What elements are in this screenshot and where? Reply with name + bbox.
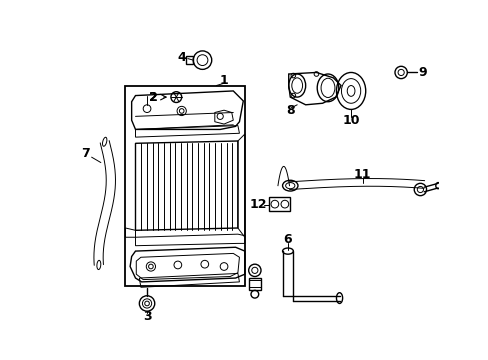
Text: 7: 7 [81, 147, 90, 160]
Text: 9: 9 [418, 66, 426, 79]
Text: 2: 2 [148, 91, 157, 104]
Text: 12: 12 [249, 198, 266, 211]
Circle shape [179, 109, 183, 113]
Text: 8: 8 [286, 104, 295, 117]
Text: 3: 3 [142, 310, 151, 323]
Text: 2: 2 [148, 91, 157, 104]
Text: 6: 6 [283, 233, 292, 246]
Text: 4: 4 [177, 50, 186, 64]
Text: 11: 11 [353, 168, 371, 181]
Text: 1: 1 [219, 74, 228, 87]
Text: 10: 10 [342, 114, 359, 127]
